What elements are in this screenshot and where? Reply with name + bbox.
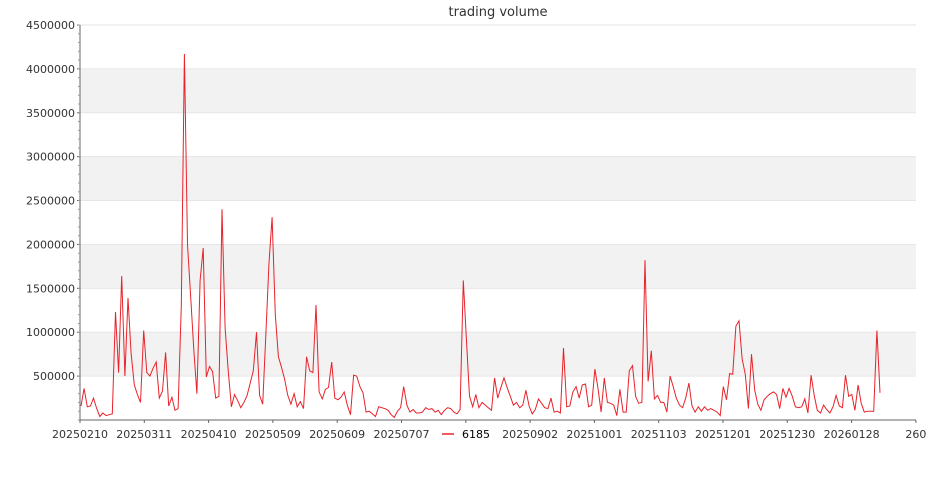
x-tick-label: 20250902 — [502, 428, 558, 441]
x-axis-ticks: 20250210 20250311 20250410 20250509 20250609… — [52, 420, 926, 441]
y-tick-label: 1500000 — [26, 282, 75, 295]
grid-band — [80, 68, 916, 113]
x-tick-label: 20250707 — [374, 428, 430, 441]
legend: 6185 — [442, 428, 490, 441]
x-tick-label: 20251201 — [695, 428, 751, 441]
y-tick-label: 500000 — [33, 370, 75, 383]
y-tick-label: 2000000 — [26, 238, 75, 251]
y-tick-label: 3500000 — [26, 107, 75, 120]
series-line — [80, 53, 881, 419]
grid-bands — [80, 68, 916, 377]
y-axis-ticks: 500000 1000000 1500000 2000000 2500000 300000… — [26, 19, 80, 421]
x-tick-label: 20260128 — [824, 428, 880, 441]
y-tick-label: 3000000 — [26, 151, 75, 164]
x-tick-label: 20250210 — [52, 428, 108, 441]
chart-title: trading volume — [448, 5, 547, 20]
x-tick-label: 260 — [905, 428, 926, 441]
legend-label: 6185 — [462, 428, 490, 441]
grid-band — [80, 244, 916, 289]
y-tick-label: 4000000 — [26, 63, 75, 76]
y-tick-label: 2500000 — [26, 195, 75, 208]
x-tick-label: 20250311 — [116, 428, 172, 441]
x-tick-label: 20250509 — [245, 428, 301, 441]
x-tick-label: 20251001 — [566, 428, 622, 441]
grid-band — [80, 156, 916, 201]
y-tick-label: 1000000 — [26, 326, 75, 339]
x-tick-label: 20250609 — [309, 428, 365, 441]
axes — [79, 25, 916, 421]
grid-lines — [80, 24, 916, 377]
y-tick-label: 4500000 — [26, 19, 75, 32]
x-tick-label: 20250410 — [181, 428, 237, 441]
x-tick-label: 20251230 — [759, 428, 815, 441]
series-layer — [80, 53, 881, 419]
x-tick-label: 20251103 — [631, 428, 687, 441]
